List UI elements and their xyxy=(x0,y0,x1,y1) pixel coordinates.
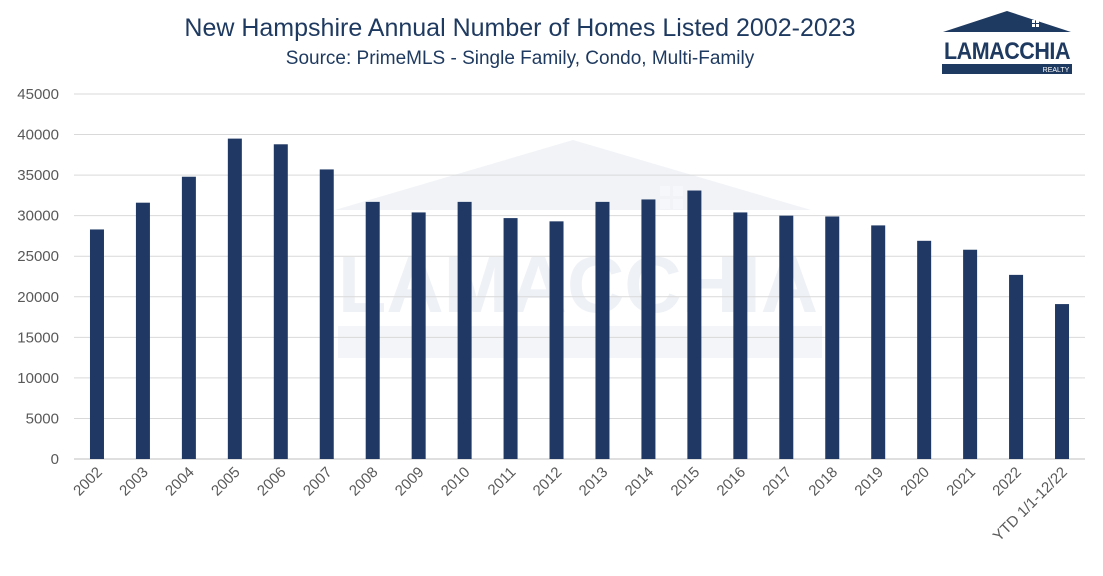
y-tick-label: 5000 xyxy=(26,410,59,427)
x-axis: 2002 2003 2004 2005 2006 2007 2008 2009 2010 2011… xyxy=(70,464,1071,545)
x-tick-label: 2006 xyxy=(254,464,290,500)
y-tick-label: 45000 xyxy=(17,86,59,103)
x-tick-label: 2019 xyxy=(851,464,887,500)
gridlines xyxy=(74,93,1085,460)
x-tick-label: 2007 xyxy=(300,464,336,500)
chart-title: New Hampshire Annual Number of Homes Lis… xyxy=(184,14,856,42)
x-tick-label: 2008 xyxy=(346,464,382,500)
x-tick-label: 2022 xyxy=(989,464,1025,500)
bar xyxy=(549,221,564,459)
x-tick-label: 2002 xyxy=(70,464,106,500)
chart-subtitle: Source: PrimeMLS - Single Family, Condo,… xyxy=(285,48,755,69)
bar xyxy=(411,212,426,459)
x-tick-label: 2009 xyxy=(392,464,428,500)
y-tick-label: 25000 xyxy=(17,248,59,265)
x-tick-label: 2018 xyxy=(805,464,841,500)
bar xyxy=(871,225,886,459)
logo-sub: REALTY xyxy=(1043,67,1070,74)
bar xyxy=(733,212,748,459)
bar xyxy=(503,218,518,459)
x-tick-label: 2012 xyxy=(530,464,566,500)
bar xyxy=(641,199,656,459)
y-tick-label: 35000 xyxy=(17,167,59,184)
x-tick-label: 2011 xyxy=(485,464,520,499)
watermark: LAMACCHIA xyxy=(335,140,822,358)
x-tick-label: 2013 xyxy=(576,464,612,500)
y-tick-label: 30000 xyxy=(17,208,59,225)
x-tick-label: 2021 xyxy=(943,464,979,500)
bar xyxy=(227,138,242,459)
bar xyxy=(825,216,840,459)
x-tick-label: 2015 xyxy=(668,464,704,500)
y-tick-label: 20000 xyxy=(17,289,59,306)
x-tick-label: 2014 xyxy=(622,464,658,500)
x-tick-label: 2017 xyxy=(760,464,796,500)
bar xyxy=(779,215,794,459)
bar xyxy=(917,240,932,459)
bars xyxy=(89,138,1070,460)
bar xyxy=(595,201,610,459)
bar xyxy=(89,229,104,459)
x-tick-label: 2004 xyxy=(162,464,198,500)
x-tick-label: 2020 xyxy=(897,464,933,500)
bar xyxy=(273,144,288,460)
bar xyxy=(135,202,150,459)
x-tick-label: 2003 xyxy=(116,464,152,500)
lamacchia-logo: LAMACCHIA REALTY xyxy=(942,11,1072,74)
bar xyxy=(1055,304,1070,459)
bar xyxy=(963,249,978,459)
logo-name: LAMACCHIA xyxy=(944,38,1070,65)
x-tick-label: 2010 xyxy=(438,464,474,500)
y-axis: 0 5000 10000 15000 20000 25000 30000 35000 40000… xyxy=(17,86,59,468)
bar xyxy=(319,169,334,459)
y-tick-label: 15000 xyxy=(17,329,59,346)
y-tick-label: 10000 xyxy=(17,370,59,387)
y-tick-label: 40000 xyxy=(17,127,59,144)
bar xyxy=(687,190,702,459)
bar xyxy=(1009,274,1024,459)
x-tick-label: 2016 xyxy=(714,464,750,500)
bar xyxy=(181,176,196,459)
bar xyxy=(457,201,472,459)
y-tick-label: 0 xyxy=(51,451,59,468)
bar xyxy=(365,201,380,459)
x-tick-label: 2005 xyxy=(208,464,244,500)
